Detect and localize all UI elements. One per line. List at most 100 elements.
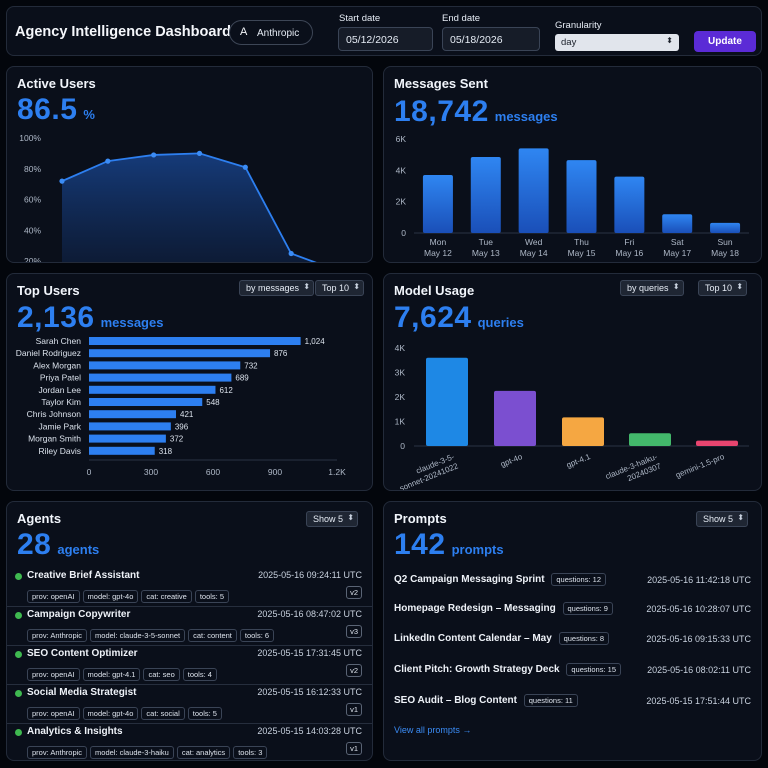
granularity-label: Granularity [555,20,602,31]
x-tick-label: Fri [624,237,634,247]
x-tick-label-line: gemini-1.5-pro [674,452,726,480]
agent-tags: prov: openAI model: gpt-4o cat: creative to… [27,586,232,604]
granularity-value: day [561,37,577,48]
x-tick-label: 1.2K [328,467,346,477]
status-dot [15,729,22,736]
agent-name: Analytics & Insights [27,726,123,737]
bar-value-label: 548 [206,398,220,407]
y-category-label: Taylor Kim [41,397,81,407]
org-avatar: A [240,26,248,38]
prompt-row[interactable]: Q2 Campaign Messaging Sprint questions: … [384,573,761,603]
bar [629,433,671,446]
y-category-label: Alex Morgan [33,360,81,370]
bar [89,337,301,345]
agent-row[interactable]: Analytics & Insights 2025-05-15 14:03:28… [7,724,372,763]
agents-show-select[interactable]: Show 5 ⬍ [306,511,359,527]
x-tick-sublabel: May 16 [615,248,643,258]
y-category-label: Morgan Smith [28,434,81,444]
end-date-input[interactable]: 05/18/2026 [442,27,540,51]
y-tick-label: 20% [24,256,41,262]
model-usage-title: Model Usage [394,283,475,298]
y-tick-label: 0 [400,441,405,451]
x-tick-label: Thu [574,237,589,247]
agent-tags: prov: openAI model: gpt-4.1 cat: seo tools:… [27,664,220,682]
agent-name: SEO Content Optimizer [27,648,138,659]
active-users-value: 86.5% [17,93,95,127]
bar-value-label: 1,024 [305,337,326,346]
agent-timestamp: 2025-05-15 17:31:45 UTC [257,648,362,658]
model-usage-panel: Model Usage by queries ⬍ Top 10 ⬍ 7,624 que… [383,273,762,491]
bar [566,160,597,233]
bar [696,440,738,446]
top-users-limit-value: Top 10 [322,283,350,293]
prompt-name: SEO Audit – Blog Content questions: 11 [394,694,581,707]
model-usage-sort-select[interactable]: by queries ⬍ [620,280,684,296]
top-users-panel: Top Users by messages ⬍ Top 10 ⬍ 2,136 mess… [6,273,373,491]
top-users-limit-select[interactable]: Top 10 ⬍ [315,280,365,296]
agent-row[interactable]: Campaign Copywriter 2025-05-16 08:47:02 … [7,607,372,646]
bar [89,422,171,431]
agent-tools-tag: tools: 3 [233,746,268,759]
top-users-title: Top Users [17,283,80,298]
bar-value-label: 318 [159,447,173,456]
prompt-row[interactable]: Client Pitch: Growth Strategy Deck quest… [384,663,761,693]
messages-sent-panel: Messages Sent 18,742 messages 0 2K 4K 6K Mon M… [383,66,762,263]
prompts-show-select[interactable]: Show 5 ⬍ [696,511,749,527]
bar [89,434,166,443]
top-users-sort-select[interactable]: by messages ⬍ [239,280,315,296]
prompt-name: Homepage Redesign – Messaging questions:… [394,602,616,615]
agent-provider-tag: prov: openAI [27,590,80,603]
prompt-name: Q2 Campaign Messaging Sprint questions: … [394,573,609,586]
select-arrows-icon: ⬍ [347,513,355,522]
active-users-number: 86.5 [17,93,78,126]
agent-version-badge: v2 [346,586,362,599]
prompt-row[interactable]: Homepage Redesign – Messaging questions:… [384,602,761,632]
top-users-chart: Sarah Chen 1,024 Daniel Rodriguez 876 Alex M… [16,336,346,477]
x-tick-label: 300 [144,467,158,477]
agent-tools-tag: tools: 5 [194,590,230,603]
y-category-label: Jamie Park [38,421,81,431]
prompts-count: 142 prompts [394,528,504,562]
bar [518,148,549,233]
start-date-input[interactable]: 05/12/2026 [338,27,433,51]
bar-value-label: 732 [244,361,258,370]
agent-tools-tag: tools: 4 [182,668,217,681]
y-category-label: Chris Johnson [27,409,82,419]
bar [614,176,645,233]
prompts-panel: Prompts Show 5 ⬍ 142 prompts Q2 Campaign M… [383,501,762,761]
status-dot [15,690,22,697]
agent-tools-tag: tools: 6 [239,629,275,642]
bar-value-label: 689 [235,374,249,383]
view-all-prompts-link[interactable]: View all prompts → [394,725,472,735]
org-switcher[interactable]: A Anthropic [229,20,313,45]
y-category-label: Sarah Chen [36,336,82,346]
agents-count: 28 agents [17,528,99,562]
x-tick-label-line: gpt-4o [499,452,524,469]
granularity-select[interactable]: day ⬍ [555,34,679,51]
agent-timestamp: 2025-05-15 14:03:28 UTC [257,726,362,736]
update-button[interactable]: Update [694,31,756,52]
x-tick-label: gemini-1.5-pro [674,452,726,480]
agents-show-value: Show 5 [313,514,344,524]
prompt-row[interactable]: SEO Audit – Blog Content questions: 11 2… [384,694,761,724]
x-tick-label: gpt-4o [499,452,524,469]
bar-value-label: 876 [274,349,288,358]
agents-number: 28 [17,528,52,561]
model-usage-number: 7,624 [394,301,472,334]
status-dot [15,612,22,619]
y-tick-label: 2K [395,392,406,402]
y-category-label: Priya Patel [40,373,81,383]
bar [470,157,501,233]
model-usage-limit-select[interactable]: Top 10 ⬍ [698,280,748,296]
y-tick-label: 0 [401,228,406,238]
prompt-row[interactable]: LinkedIn Content Calendar – May question… [384,632,761,662]
agent-row[interactable]: Social Media Strategist 2025-05-15 16:12… [7,685,372,724]
agent-row[interactable]: Creative Brief Assistant 2025-05-16 09:2… [7,568,372,607]
bar [89,398,203,406]
prompts-unit: prompts [451,542,504,557]
x-tick-label: Tue [479,237,494,247]
end-date-label: End date [442,13,481,24]
org-name: Anthropic [257,28,300,39]
agent-row[interactable]: SEO Content Optimizer 2025-05-15 17:31:4… [7,646,372,685]
